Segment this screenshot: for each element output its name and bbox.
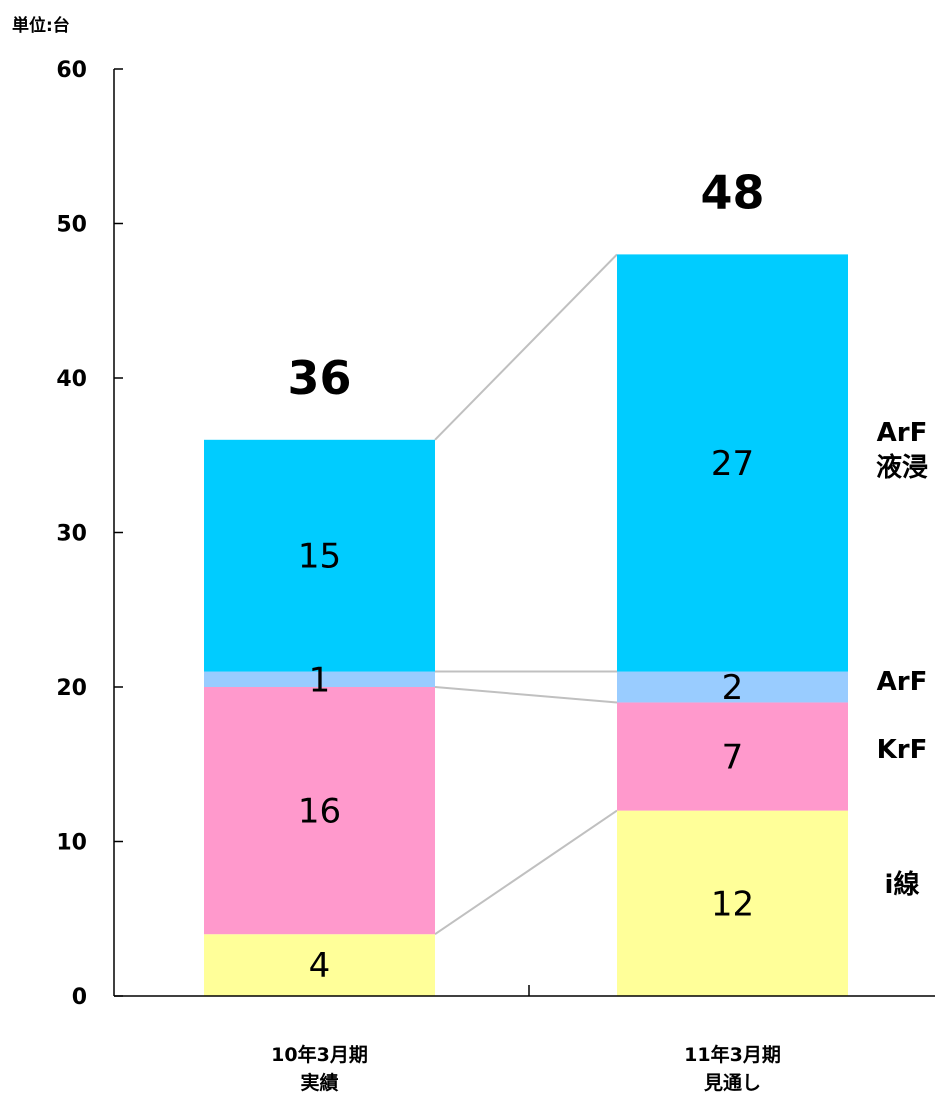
category-label: 実績 bbox=[300, 1071, 338, 1094]
segment-value-label: 12 bbox=[711, 884, 754, 924]
data-labels: 4 16 1 15 36 12 7 2 27 48 bbox=[287, 165, 764, 986]
y-tick-label: 0 bbox=[72, 985, 87, 1010]
legend-label: 液浸 bbox=[876, 453, 928, 483]
legend-label: KrF bbox=[877, 735, 928, 765]
legend-label: ArF bbox=[877, 667, 928, 697]
total-label: 48 bbox=[700, 165, 764, 219]
bar-segment bbox=[204, 439, 435, 672]
connector-line bbox=[434, 809, 618, 936]
y-tick-label: 30 bbox=[56, 522, 87, 547]
segment-value-label: 16 bbox=[298, 792, 341, 832]
legend: i線 KrF ArF ArF 液浸 bbox=[876, 418, 928, 900]
category-label: 11年3月期 bbox=[684, 1043, 781, 1066]
segment-value-label: 15 bbox=[298, 537, 341, 577]
bar-segment bbox=[204, 687, 435, 935]
y-tick-label: 10 bbox=[56, 831, 87, 856]
y-tick-label: 50 bbox=[56, 213, 87, 238]
bar-segment bbox=[204, 934, 435, 996]
bar-segment bbox=[204, 671, 435, 687]
category-label: 見通し bbox=[704, 1072, 761, 1094]
total-label: 36 bbox=[287, 351, 351, 405]
connector-line bbox=[434, 686, 618, 704]
connector-lines bbox=[434, 253, 618, 936]
axes: 0 10 20 30 40 50 60 bbox=[56, 58, 935, 1010]
segment-value-label: 7 bbox=[722, 738, 744, 778]
connector-line bbox=[434, 253, 618, 441]
y-tick-label: 20 bbox=[56, 676, 87, 701]
bar-segment bbox=[617, 254, 848, 672]
segment-value-label: 2 bbox=[722, 668, 744, 708]
bar-segment bbox=[617, 671, 848, 703]
unit-label: 単位:台 bbox=[12, 15, 70, 36]
bars bbox=[204, 254, 848, 996]
legend-label: ArF bbox=[877, 418, 928, 448]
bar-segment bbox=[617, 810, 848, 996]
segment-value-label: 1 bbox=[309, 660, 331, 700]
category-label: 10年3月期 bbox=[271, 1043, 368, 1066]
y-tick-label: 60 bbox=[56, 58, 87, 83]
legend-label: i線 bbox=[885, 869, 920, 900]
bar-segment bbox=[617, 702, 848, 811]
y-tick-label: 40 bbox=[56, 367, 87, 392]
segment-value-label: 4 bbox=[309, 946, 331, 986]
segment-value-label: 27 bbox=[711, 444, 754, 484]
